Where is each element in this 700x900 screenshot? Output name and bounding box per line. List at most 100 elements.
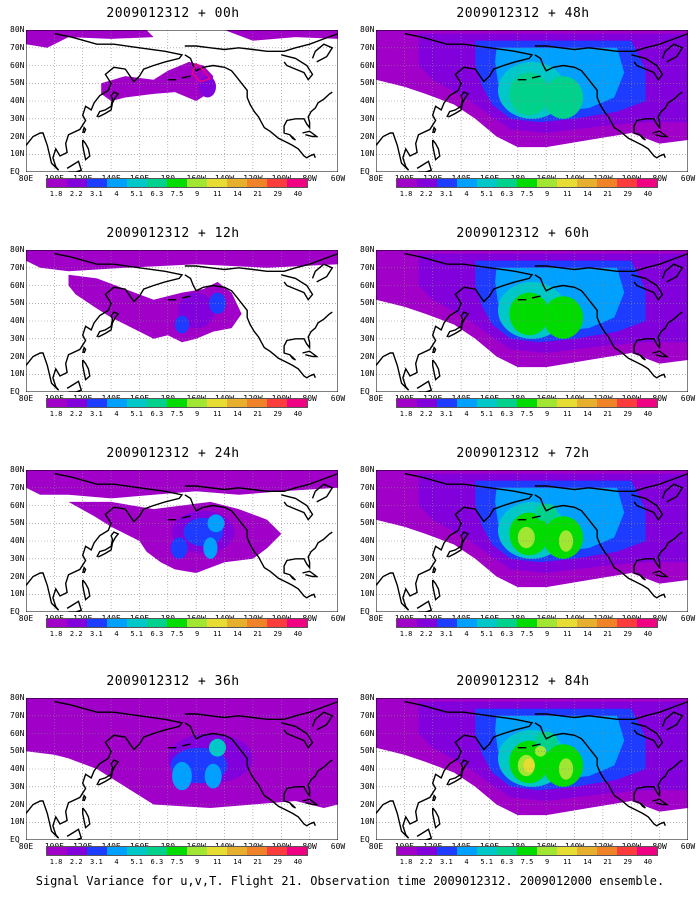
map-panel: 2009012312 + 72h 80N 70N 60N 50N 40N 30N 20N 10N…: [358, 446, 695, 656]
coastline: [311, 263, 334, 283]
coastline: [184, 700, 338, 720]
longitude-label: 80W: [652, 842, 667, 851]
colorbar-tick-label: 5.1: [130, 190, 144, 198]
longitude-label: 60W: [330, 614, 346, 623]
latitude-label: 30N: [360, 553, 375, 563]
colorbar-swatch: [87, 399, 107, 407]
latitude-label: 50N: [10, 78, 25, 88]
coastline: [283, 311, 333, 361]
colorbar-tick-label: 6.3: [500, 190, 514, 198]
coastline: [446, 759, 470, 786]
colorbar-tick-label: 14: [583, 630, 592, 638]
colorbar-tick-label: 2.2: [419, 410, 433, 418]
colorbar-swatch: [87, 179, 107, 187]
coastline: [534, 494, 666, 599]
colorbar-swatch: [557, 619, 577, 627]
colorbar-swatch: [417, 847, 437, 855]
longitude-label: 80E: [18, 614, 34, 623]
colorbar-tick-label: 21: [603, 630, 612, 638]
colorbar-tick-label: 5.1: [480, 858, 494, 866]
colorbar: [396, 178, 658, 188]
coastline: [534, 54, 666, 159]
latitude-label: 20N: [10, 799, 25, 809]
colorbar-tick-label: 1.8: [399, 190, 413, 198]
colorbar-tick-label: 4: [464, 190, 469, 198]
coastline: [181, 515, 191, 519]
colorbar-tick-label: 14: [233, 630, 242, 638]
map-panel: 2009012312 + 12h 80N 70N 60N 50N 40N 30N 20N 10N…: [8, 226, 345, 436]
colorbar-swatch: [107, 619, 127, 627]
coastline: [66, 600, 83, 612]
latitude-label: 10N: [360, 817, 375, 827]
colorbar-tick-label: 6.3: [150, 630, 164, 638]
variance-region: [509, 72, 550, 116]
latitude-label: 20N: [10, 571, 25, 581]
colorbar-tick-label: 40: [293, 630, 303, 638]
colorbar-tick-label: 6.3: [150, 410, 164, 418]
colorbar-tick-label: 14: [233, 410, 242, 418]
colorbar-swatch: [397, 179, 417, 187]
colorbar-swatch: [497, 847, 517, 855]
coastline: [661, 43, 684, 63]
colorbar-swatch: [267, 619, 287, 627]
colorbar-tick-label: 2.2: [69, 190, 83, 198]
variance-region: [513, 299, 540, 329]
coastline: [184, 54, 316, 159]
latitude-label: 20N: [360, 799, 375, 809]
longitude-label: 60W: [680, 842, 696, 851]
variance-map: 80N70N60N50N40N30N20N10NEQ80E100E120E140…: [360, 466, 695, 624]
latitude-label: 50N: [360, 298, 375, 308]
colorbar-tick-label: 1.8: [399, 630, 413, 638]
longitude-label: 60W: [330, 842, 346, 851]
colorbar-swatch: [477, 847, 497, 855]
latitude-label: 10N: [360, 149, 375, 159]
colorbar-tick-label: 5.1: [480, 630, 494, 638]
coastline: [534, 274, 666, 379]
colorbar-swatch: [147, 399, 167, 407]
colorbar-swatch: [537, 847, 557, 855]
latitude-label: 60N: [360, 280, 375, 290]
colorbar-tick-label: 3.1: [440, 410, 453, 418]
coastline: [66, 828, 83, 840]
map-panel: 2009012312 + 36h 80N 70N 60N 50N 40N 30N 20N 10N…: [8, 674, 345, 884]
colorbar-swatch: [227, 847, 247, 855]
colorbar-tick-label: 3.1: [440, 858, 453, 866]
coastline: [633, 759, 683, 809]
colorbar-swatch: [597, 619, 617, 627]
coastline: [534, 32, 688, 52]
latitude-label: EQ: [360, 835, 370, 844]
colorbar-swatch: [437, 399, 457, 407]
colorbar-tick-label: 2.2: [419, 630, 433, 638]
colorbar-tick-label: 9: [545, 410, 550, 418]
colorbar-tick-label: 6.3: [150, 190, 164, 198]
colorbar-tick-label: 9: [545, 630, 550, 638]
coastline: [82, 807, 91, 829]
colorbar-tick-label: 5.1: [130, 858, 144, 866]
colorbar-swatch: [287, 619, 307, 627]
colorbar-swatch: [87, 847, 107, 855]
latitude-label: 30N: [360, 113, 375, 123]
latitude-label: EQ: [360, 387, 370, 396]
variance-region: [224, 30, 338, 41]
colorbar-tick-label: 14: [583, 410, 592, 418]
colorbar-tick-label: 1.8: [399, 858, 413, 866]
coastline: [432, 807, 441, 829]
latitude-label: 10N: [360, 369, 375, 379]
latitude-label: 70N: [360, 42, 375, 52]
coastline: [302, 570, 319, 578]
colorbar-tick-label: 21: [603, 858, 612, 866]
longitude-label: 80E: [18, 842, 34, 851]
coastline: [432, 359, 441, 381]
colorbar-swatch: [67, 399, 87, 407]
colorbar-tick-label: 11: [213, 410, 222, 418]
latitude-label: 50N: [10, 746, 25, 756]
latitude-label: 40N: [10, 536, 25, 545]
colorbar-swatch: [617, 619, 637, 627]
colorbar-tick-label: 4: [114, 858, 119, 866]
colorbar: [46, 846, 308, 856]
colorbar-tick-label: 14: [233, 858, 242, 866]
colorbar-swatch: [457, 847, 477, 855]
colorbar-swatch: [227, 619, 247, 627]
colorbar-swatch: [267, 399, 287, 407]
colorbar-swatch: [457, 619, 477, 627]
